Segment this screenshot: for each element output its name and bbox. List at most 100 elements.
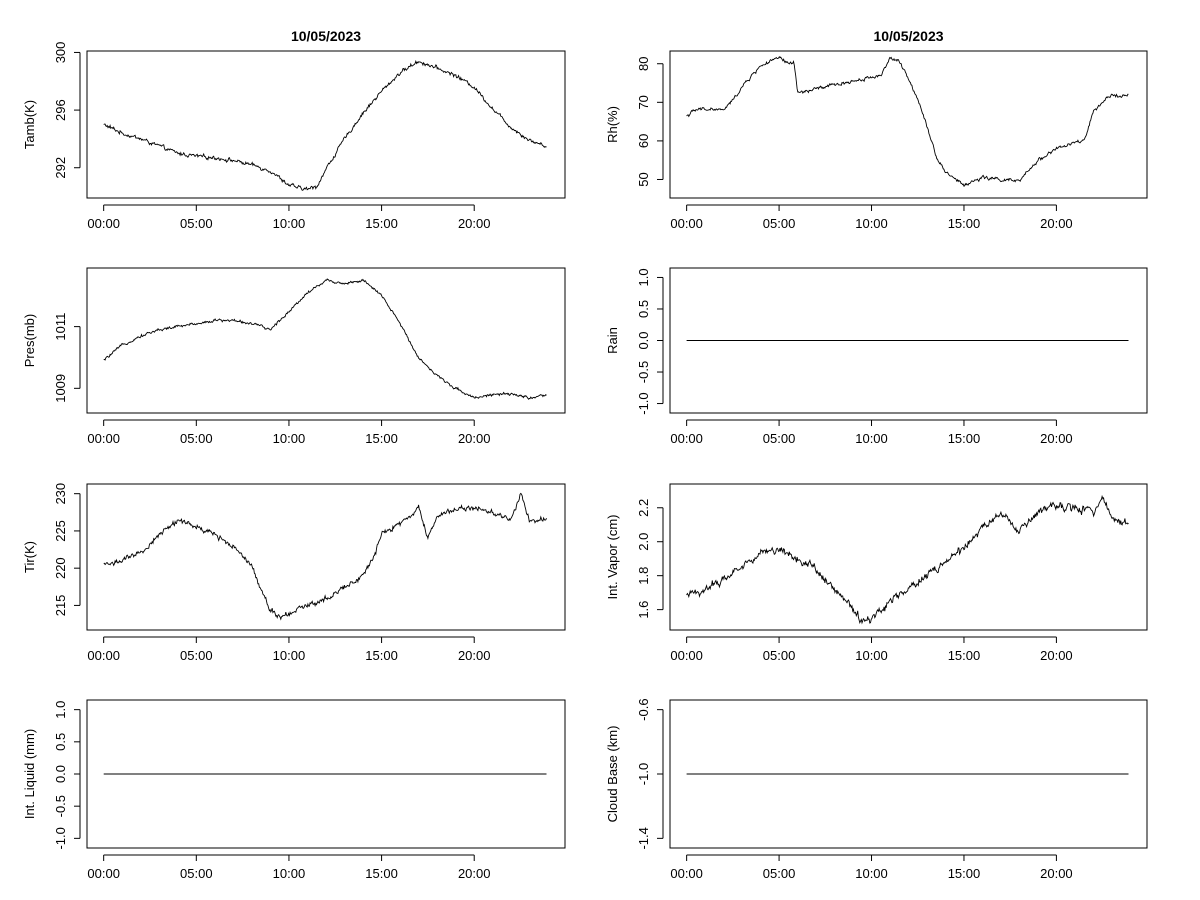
x-tick-label: 20:00	[458, 648, 491, 663]
chart-title: 10/05/2023	[291, 28, 361, 44]
x-tick-label: 00:00	[670, 431, 703, 446]
x-tick-label: 05:00	[763, 216, 796, 231]
series-line	[103, 492, 547, 621]
x-tick-label: 10:00	[273, 216, 306, 231]
chart-panel: 00:00 05:00 10:00 15:00 20:00 -1.4 -1.0 -0.6 Clo…	[605, 698, 1148, 881]
y-tick-label: 70	[636, 95, 651, 109]
y-axis-label: Int. Vapor (cm)	[605, 514, 620, 599]
series-line	[686, 56, 1129, 187]
chart-panel: 00:00 05:00 10:00 15:00 20:00 -1.0 -0.5 0.0 0.5 1…	[22, 699, 566, 881]
y-tick-label: -1.0	[53, 827, 68, 849]
plot-frame	[669, 483, 1148, 631]
x-tick-label: 05:00	[763, 866, 796, 881]
y-tick-label: -0.6	[636, 698, 651, 720]
x-tick-label: 20:00	[1040, 866, 1073, 881]
x-tick-label: 05:00	[763, 431, 796, 446]
x-tick-label: 10:00	[855, 216, 888, 231]
x-tick-label: 00:00	[670, 866, 703, 881]
x-tick-label: 15:00	[948, 866, 981, 881]
x-tick-label: 10:00	[855, 866, 888, 881]
x-tick-label: 00:00	[87, 216, 120, 231]
x-tick-label: 15:00	[948, 216, 981, 231]
x-tick-label: 15:00	[948, 431, 981, 446]
y-tick-label: 2.0	[636, 533, 651, 551]
x-tick-label: 20:00	[458, 866, 491, 881]
x-tick-label: 20:00	[1040, 216, 1073, 231]
x-tick-label: 15:00	[365, 431, 398, 446]
y-tick-label: -0.5	[53, 795, 68, 817]
y-axis-label: Tamb(K)	[22, 100, 37, 149]
y-tick-label: 292	[53, 157, 68, 179]
x-tick-label: 00:00	[87, 431, 120, 446]
x-tick-label: 10:00	[273, 866, 306, 881]
x-tick-label: 05:00	[180, 648, 213, 663]
x-tick-label: 05:00	[180, 216, 213, 231]
y-tick-label: 0.0	[53, 765, 68, 783]
y-tick-label: -1.4	[636, 827, 651, 849]
y-axis-label: Tir(K)	[22, 541, 37, 573]
x-tick-label: 00:00	[87, 866, 120, 881]
chart-panel: 00:00 05:00 10:00 15:00 20:00 215 220 225 230 Tir…	[22, 483, 566, 663]
x-tick-label: 15:00	[948, 648, 981, 663]
x-tick-label: 15:00	[365, 648, 398, 663]
plot-frame	[669, 50, 1148, 199]
x-tick-label: 15:00	[365, 216, 398, 231]
x-tick-label: 00:00	[670, 648, 703, 663]
plot-frame	[669, 699, 1148, 849]
y-tick-label: 230	[53, 483, 68, 505]
x-tick-label: 20:00	[1040, 648, 1073, 663]
x-tick-label: 00:00	[670, 216, 703, 231]
plot-frame	[86, 50, 566, 199]
plot-frame	[86, 267, 566, 414]
y-tick-label: 1.0	[636, 268, 651, 286]
y-tick-label: 1.6	[636, 601, 651, 619]
plot-frame	[86, 699, 566, 849]
series-line	[686, 494, 1129, 625]
plot-frame	[669, 267, 1148, 414]
x-tick-label: 20:00	[1040, 431, 1073, 446]
y-tick-label: 296	[53, 99, 68, 121]
series-line	[103, 278, 547, 400]
x-tick-label: 10:00	[855, 648, 888, 663]
y-tick-label: -1.0	[636, 763, 651, 785]
y-tick-label: -1.0	[636, 392, 651, 414]
x-tick-label: 05:00	[180, 866, 213, 881]
y-tick-label: 80	[636, 56, 651, 70]
y-tick-label: 1009	[53, 374, 68, 403]
x-tick-label: 00:00	[87, 648, 120, 663]
chart-panel: 00:00 05:00 10:00 15:00 20:00 -1.0 -0.5 0.0 0.5 1…	[605, 267, 1148, 446]
y-tick-label: 2.2	[636, 499, 651, 517]
x-tick-label: 10:00	[855, 431, 888, 446]
y-tick-label: 1.0	[53, 701, 68, 719]
x-tick-label: 20:00	[458, 216, 491, 231]
y-tick-label: 0.0	[636, 331, 651, 349]
chart-panel: 10/05/2023 00:00 05:00 10:00 15:00 20:00 50 60 7…	[605, 28, 1148, 231]
y-tick-label: 50	[636, 172, 651, 186]
chart-panel: 10/05/2023 00:00 05:00 10:00 15:00 20:00 292 29…	[22, 28, 566, 231]
chart-panel: 00:00 05:00 10:00 15:00 20:00 1009 1011 Pres(mb…	[22, 267, 566, 446]
chart-title: 10/05/2023	[873, 28, 943, 44]
x-tick-label: 15:00	[365, 866, 398, 881]
y-axis-label: Int. Liquid (mm)	[22, 729, 37, 819]
y-tick-label: 220	[53, 557, 68, 579]
x-tick-label: 20:00	[458, 431, 491, 446]
y-tick-label: 1.8	[636, 567, 651, 585]
y-tick-label: 0.5	[636, 300, 651, 318]
chart-panel: 00:00 05:00 10:00 15:00 20:00 1.6 1.8 2.0 2.2 Int…	[605, 483, 1148, 663]
y-axis-label: Rh(%)	[605, 106, 620, 143]
y-tick-label: -0.5	[636, 361, 651, 383]
y-tick-label: 60	[636, 134, 651, 148]
x-tick-label: 05:00	[763, 648, 796, 663]
y-tick-label: 215	[53, 595, 68, 617]
y-axis-label: Pres(mb)	[22, 314, 37, 367]
plot-frame	[86, 483, 566, 631]
y-tick-label: 225	[53, 520, 68, 542]
x-tick-label: 05:00	[180, 431, 213, 446]
y-tick-label: 1011	[53, 313, 68, 341]
y-axis-label: Rain	[605, 327, 620, 354]
x-tick-label: 10:00	[273, 431, 306, 446]
y-axis-label: Cloud Base (km)	[605, 726, 620, 823]
series-line	[103, 59, 547, 191]
y-tick-label: 0.5	[53, 733, 68, 751]
x-tick-label: 10:00	[273, 648, 306, 663]
